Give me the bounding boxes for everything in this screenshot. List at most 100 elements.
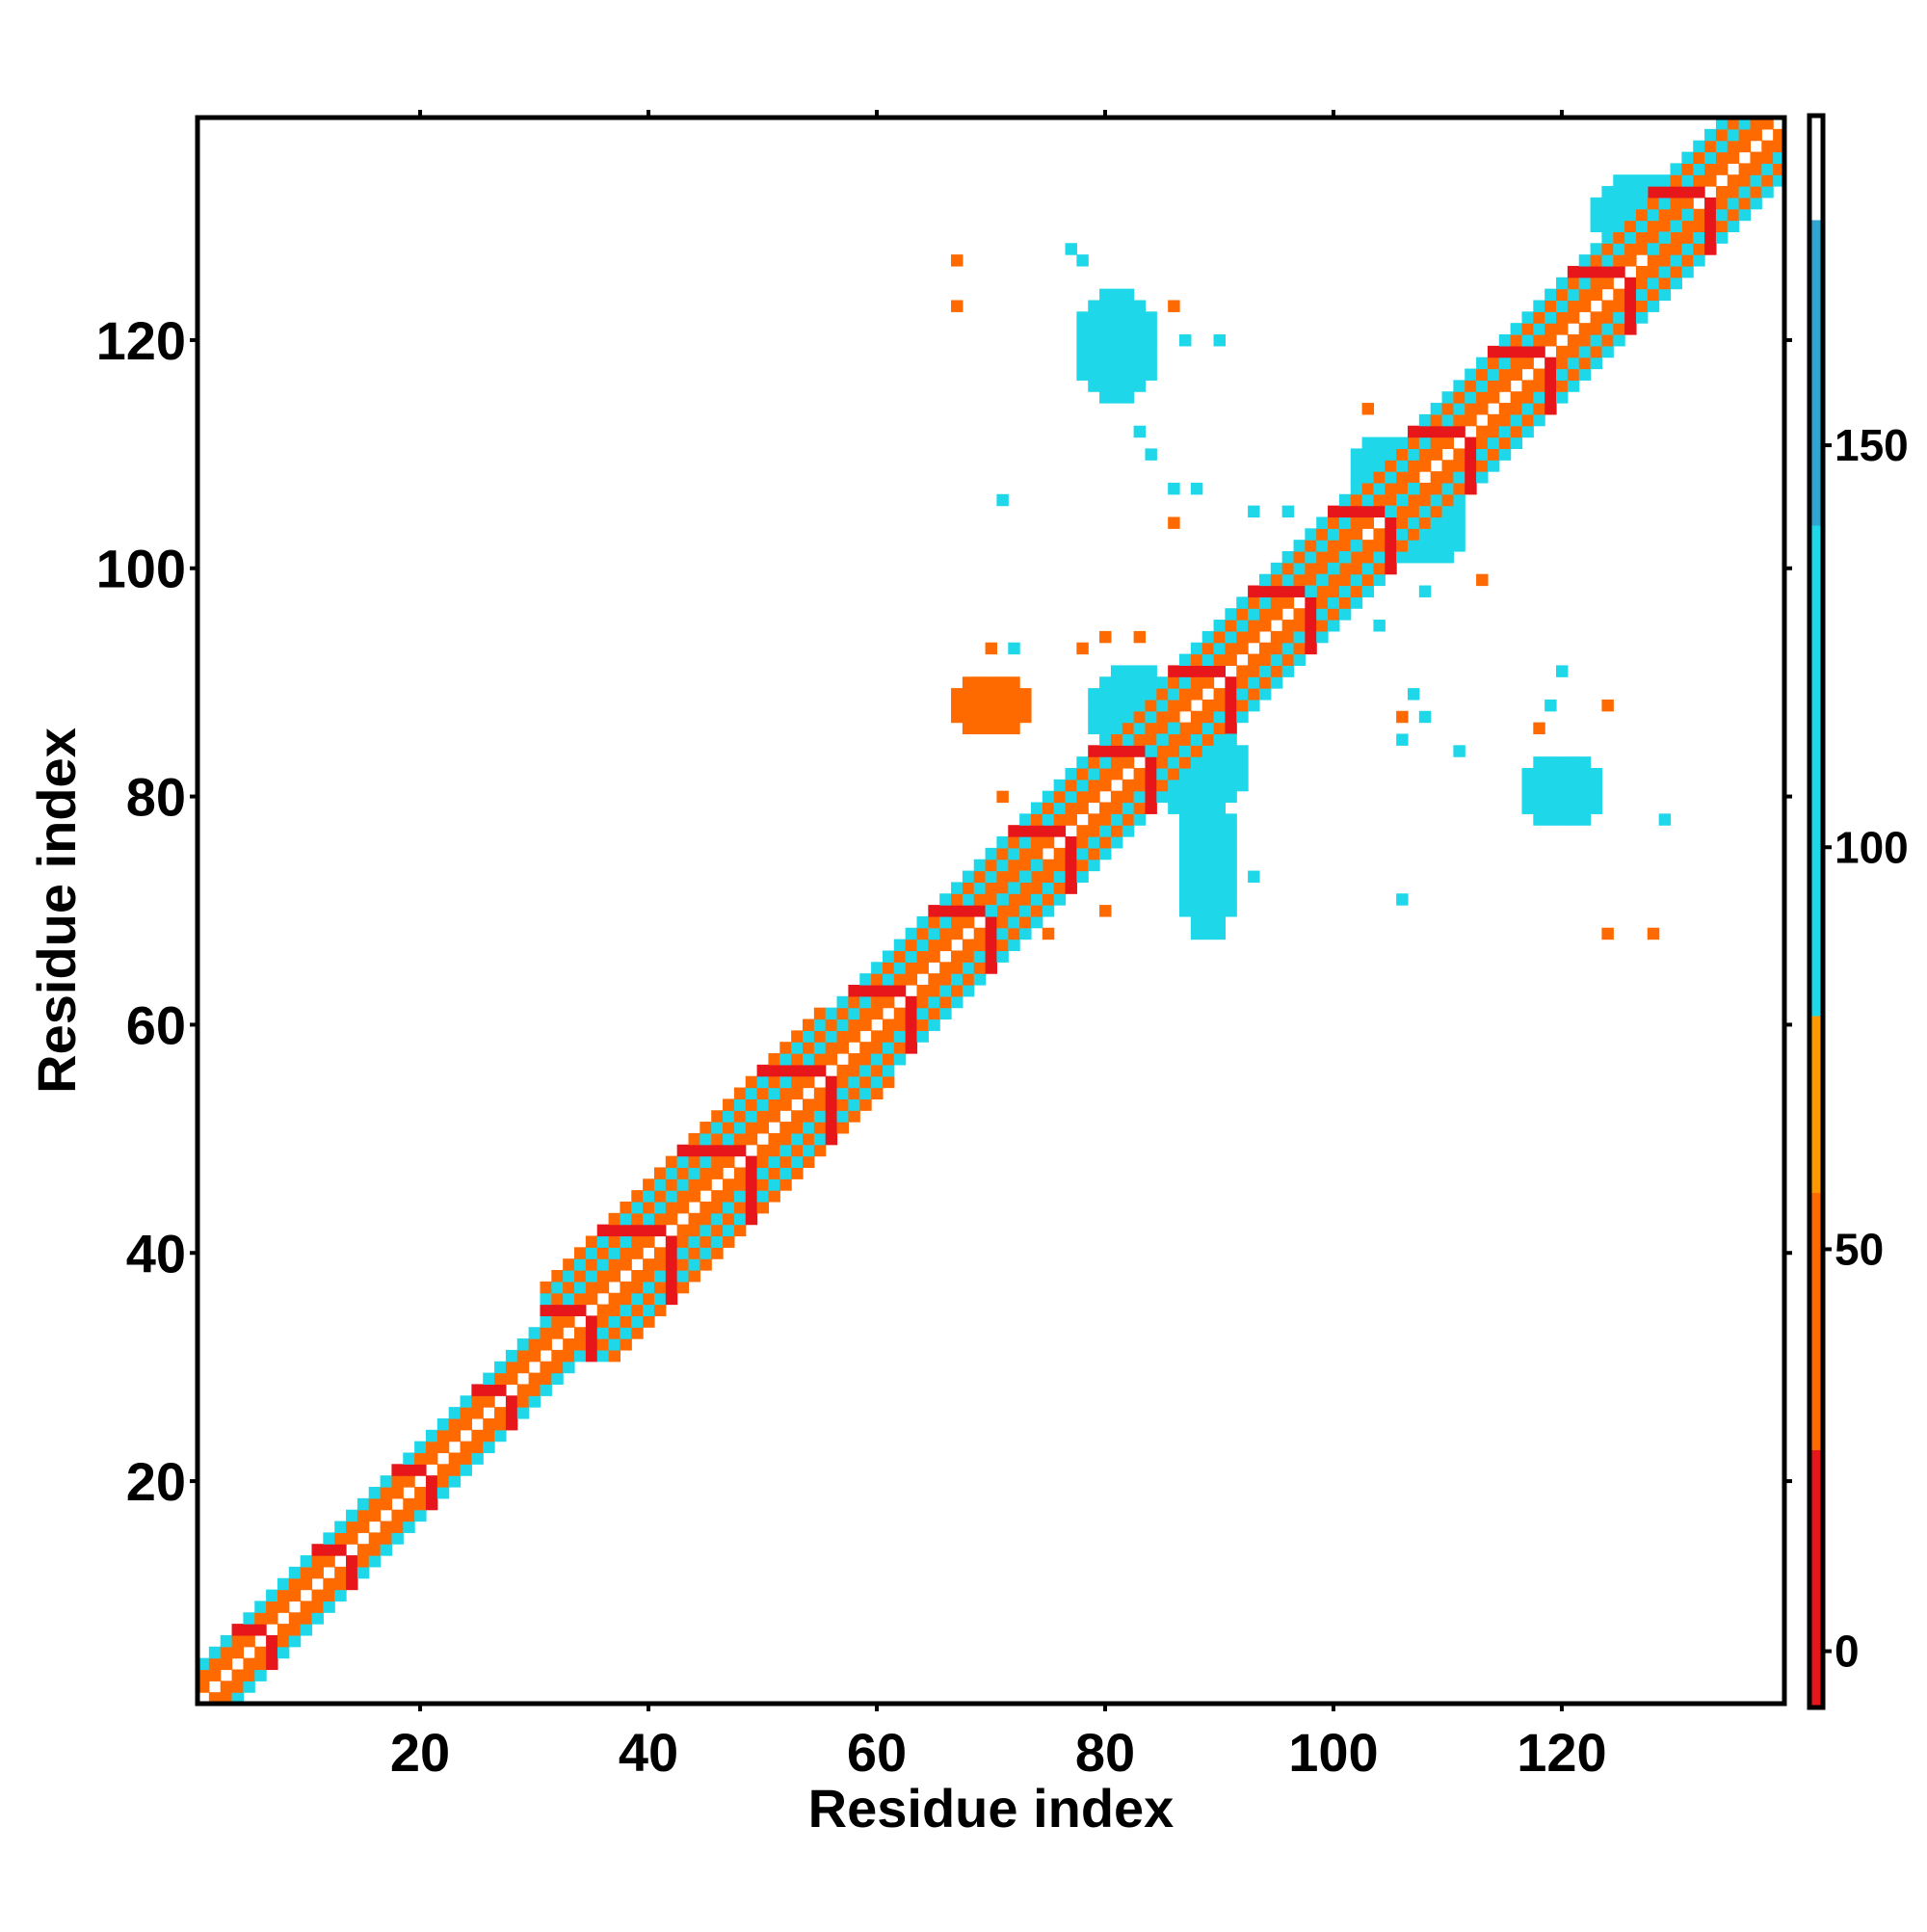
heatmap-cell [768, 1132, 780, 1146]
heatmap-cell [1145, 676, 1157, 689]
heatmap-cell [1373, 540, 1386, 552]
heatmap-cell [300, 1555, 313, 1568]
heatmap-cell [1521, 779, 1534, 792]
heatmap-cell [1750, 128, 1762, 142]
heatmap-cell [460, 1395, 472, 1408]
heatmap-cell [1647, 208, 1660, 222]
heatmap-cell [653, 1224, 667, 1237]
heatmap-cell [916, 915, 929, 929]
heatmap-cell [1225, 870, 1237, 883]
heatmap-cell [1088, 357, 1100, 370]
heatmap-cell [1498, 413, 1512, 427]
heatmap-cell [1258, 585, 1272, 597]
heatmap-cell [825, 1019, 838, 1031]
heatmap-cell [1441, 493, 1454, 507]
heatmap-cell [643, 1224, 655, 1237]
heatmap-cell [985, 688, 998, 701]
heatmap-cell [391, 1521, 404, 1533]
heatmap-cell [620, 1201, 632, 1214]
heatmap-cell [813, 1053, 827, 1066]
heatmap-cell [1088, 710, 1100, 724]
heatmap-cell [779, 1087, 792, 1099]
heatmap-cell [1487, 357, 1500, 370]
heatmap-cell [848, 1030, 860, 1043]
heatmap-cell [1350, 562, 1363, 575]
heatmap-cell [1658, 277, 1672, 290]
heatmap-cell [1727, 118, 1740, 130]
colorbar-band [1809, 116, 1823, 221]
heatmap-cell [1179, 676, 1192, 689]
heatmap-cell [1385, 550, 1397, 564]
heatmap-cell [1738, 163, 1752, 175]
heatmap-cell [528, 1372, 541, 1386]
heatmap-cell [620, 1224, 632, 1237]
heatmap-cell [1544, 323, 1557, 335]
heatmap-cell [1076, 859, 1089, 872]
heatmap-cell [859, 1053, 872, 1066]
heatmap-cell [1624, 277, 1637, 290]
heatmap-cell [243, 1634, 255, 1648]
heatmap-cell [1213, 767, 1226, 781]
heatmap-cell [1715, 163, 1729, 175]
heatmap-cell [1099, 733, 1112, 746]
heatmap-cell [1099, 676, 1112, 689]
heatmap-cell [1693, 220, 1705, 233]
heatmap-cell [1396, 540, 1409, 552]
heatmap-cell [1727, 208, 1740, 222]
x-tick-label: 60 [847, 1722, 907, 1783]
heatmap-cell [1213, 915, 1226, 929]
heatmap-cell [1453, 460, 1465, 472]
heatmap-cell [460, 1441, 472, 1454]
heatmap-cell [1281, 642, 1295, 655]
heatmap-cell [733, 1167, 747, 1179]
heatmap-cell [1133, 710, 1147, 724]
heatmap-cell [745, 1167, 758, 1179]
heatmap-cell [882, 984, 895, 997]
heatmap-cell [494, 1407, 507, 1419]
heatmap-cell [1556, 323, 1569, 335]
heatmap-cell [1681, 174, 1694, 187]
heatmap-cell [1670, 277, 1682, 290]
heatmap-cell [813, 1122, 827, 1134]
heatmap-cell [620, 1281, 632, 1294]
heatmap-cell [1236, 596, 1249, 609]
heatmap-cell [1316, 550, 1329, 564]
heatmap-cell [1715, 231, 1729, 244]
heatmap-cell [745, 1087, 758, 1099]
heatmap-cell [1658, 265, 1672, 278]
heatmap-cell [1385, 448, 1397, 461]
heatmap-cell [1510, 323, 1523, 335]
heatmap-cell [1145, 710, 1157, 724]
heatmap-cell [1418, 505, 1432, 518]
heatmap-cell [1396, 733, 1409, 746]
heatmap-cell [1430, 425, 1443, 438]
heatmap-cell [540, 1384, 552, 1396]
heatmap-cell [1293, 620, 1306, 632]
heatmap-cell [1647, 254, 1660, 267]
heatmap-cell [1738, 128, 1752, 142]
heatmap-cell [1133, 311, 1147, 324]
heatmap-cell [1578, 333, 1592, 347]
heatmap-cell [676, 1190, 690, 1203]
heatmap-cell [1281, 620, 1295, 632]
heatmap-cell [723, 1155, 735, 1169]
heatmap-cell [1407, 471, 1420, 484]
heatmap-cell [700, 1258, 712, 1271]
heatmap-cell [1361, 585, 1375, 597]
heatmap-cell [1213, 733, 1226, 746]
heatmap-cell [1076, 323, 1089, 335]
heatmap-cell [1236, 688, 1249, 701]
heatmap-cell [254, 1669, 267, 1681]
heatmap-cell [1761, 118, 1774, 130]
heatmap-cell [928, 995, 940, 1009]
heatmap-cell [1578, 345, 1592, 358]
heatmap-cell [1258, 620, 1272, 632]
heatmap-cell [1213, 779, 1226, 792]
heatmap-cell [574, 1304, 587, 1316]
heatmap-cell [391, 1475, 404, 1488]
heatmap-cell [1328, 573, 1340, 587]
heatmap-cell [1715, 208, 1729, 222]
heatmap-cell [1179, 882, 1192, 894]
heatmap-cell [1270, 596, 1283, 609]
heatmap-cell [802, 1019, 815, 1031]
